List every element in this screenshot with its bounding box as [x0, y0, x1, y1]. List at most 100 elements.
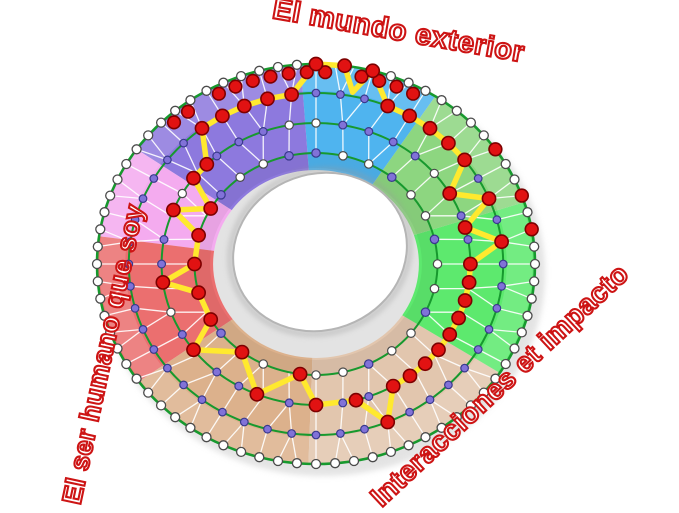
- rated-node: [308, 56, 324, 72]
- ring-node-outer: [516, 327, 527, 338]
- ring-node-2: [130, 215, 140, 225]
- ring-node-2: [405, 407, 415, 417]
- rated-node: [186, 170, 201, 186]
- ring-node-2: [197, 395, 207, 405]
- ring-node-4: [338, 367, 348, 377]
- ring-node-outer: [420, 85, 431, 96]
- ring-node-4: [429, 283, 440, 294]
- ring-node-3: [234, 381, 244, 391]
- flagged-node: [318, 65, 333, 80]
- flagged-node: [389, 79, 404, 94]
- rated-node: [365, 63, 381, 79]
- rated-node: [203, 312, 219, 327]
- sector-beige: [308, 315, 500, 465]
- ring-node-3: [338, 398, 348, 408]
- ring-node-outer: [155, 117, 167, 128]
- rated-node: [440, 135, 456, 151]
- rated-node: [402, 368, 418, 384]
- ring-node-outer: [95, 293, 106, 304]
- mesh-lines: [97, 64, 535, 464]
- ring-node-outer: [436, 422, 447, 433]
- ring-node-2: [124, 259, 134, 269]
- ring-node-outer: [99, 310, 110, 321]
- flagged-node: [406, 86, 421, 101]
- ring-node-outer: [99, 207, 110, 218]
- flagged-node: [180, 104, 196, 119]
- ring-node-outer: [478, 387, 489, 398]
- rated-node: [203, 201, 219, 216]
- ring-node-outer: [112, 343, 123, 354]
- ring-node-2: [444, 380, 453, 390]
- rated-node: [422, 120, 438, 136]
- rated-node-outer: [524, 222, 539, 237]
- ring-node-4: [363, 159, 374, 169]
- rated-node: [249, 386, 265, 402]
- ring-node-2: [217, 407, 227, 417]
- rated-node: [348, 392, 364, 408]
- rated-node: [234, 344, 250, 360]
- rated-node: [442, 186, 458, 201]
- ring-node-outer: [403, 77, 414, 88]
- ring-node-4: [258, 359, 269, 369]
- ring-node-outer: [490, 373, 501, 384]
- ring-node-outer: [465, 117, 477, 128]
- ring-node-outer: [272, 455, 284, 467]
- ring-node-4: [258, 159, 269, 169]
- ring-node-2: [125, 281, 135, 291]
- ring-nodes: [91, 59, 541, 470]
- ring-node-outer: [509, 174, 520, 185]
- rated-node: [191, 227, 206, 243]
- ring-node-outer: [254, 452, 265, 463]
- sector-pink: [99, 149, 232, 251]
- ring-node-outer: [500, 358, 511, 370]
- rated-node: [308, 397, 324, 413]
- ring-node-outer: [272, 61, 284, 73]
- ring-node-2: [162, 363, 172, 373]
- rated-node: [431, 342, 446, 358]
- ring-node-2: [162, 155, 172, 165]
- ring-node-outer: [185, 422, 196, 433]
- ring-node-3: [166, 307, 176, 317]
- ring-node-3: [212, 151, 222, 161]
- ring-node-2: [484, 325, 494, 334]
- ring-node-outer: [131, 373, 142, 384]
- ring-node-outer: [385, 446, 397, 458]
- rated-node: [214, 108, 230, 124]
- ring-node-outer: [218, 77, 229, 88]
- ring-node-3: [234, 137, 244, 147]
- ring-node-outer: [201, 85, 212, 96]
- ring-node-outer: [500, 158, 511, 170]
- rated-node: [199, 156, 215, 172]
- rated-node: [292, 366, 308, 382]
- ring-node-2: [138, 194, 148, 204]
- ring-node-4: [406, 328, 416, 338]
- ring-node-3: [463, 235, 473, 245]
- ring-node-outer: [143, 130, 154, 141]
- ring-node-outer: [201, 432, 212, 443]
- ring-node-2: [498, 259, 508, 269]
- flagged-node: [228, 79, 243, 94]
- sector-red: [96, 236, 233, 382]
- ring-node-2: [497, 281, 507, 291]
- ring-node-outer: [465, 400, 477, 411]
- ring-node-3: [177, 188, 187, 199]
- ring-node-outer: [105, 190, 116, 201]
- ring-node-4: [311, 370, 321, 380]
- rated-node: [380, 414, 396, 430]
- ring-node-4: [406, 190, 416, 200]
- ring-node-outer: [420, 432, 431, 443]
- rated-node: [165, 202, 181, 218]
- ring-node-2: [492, 303, 502, 313]
- rated-node: [236, 98, 252, 114]
- ring-node-2: [425, 395, 435, 405]
- ring-node-3: [177, 330, 187, 340]
- ring-node-outer: [385, 70, 397, 82]
- rated-node-outer: [514, 188, 529, 203]
- ring-node-2: [492, 215, 502, 225]
- rated-node: [284, 87, 299, 102]
- ring-node-4: [420, 307, 431, 317]
- rated-node: [186, 342, 201, 358]
- ring-node-2: [360, 94, 369, 104]
